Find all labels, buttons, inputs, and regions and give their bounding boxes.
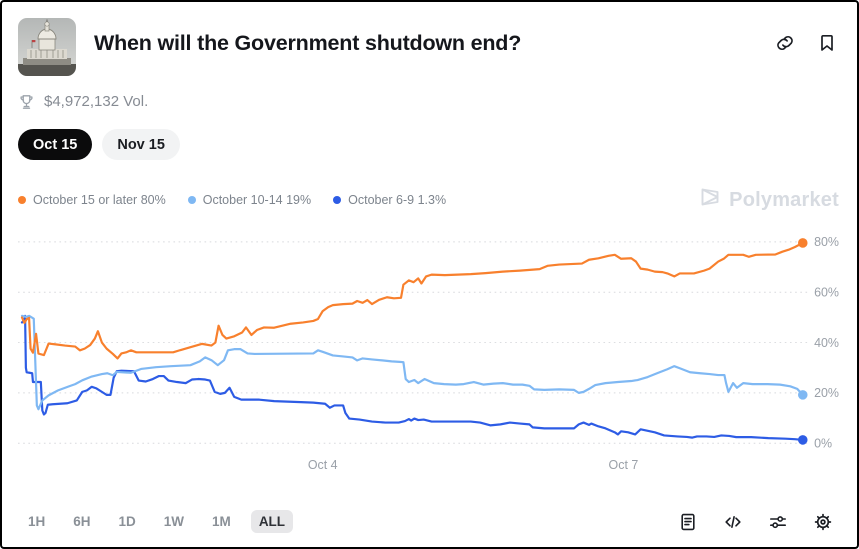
- y-axis-label: 0%: [814, 436, 832, 450]
- legend-dot-october-15-or-later: [18, 196, 26, 204]
- polymarket-wordmark: Polymarket: [729, 188, 839, 211]
- legend-label: October 6-9 1.3%: [348, 193, 447, 207]
- y-axis-label: 60%: [814, 286, 839, 300]
- range-button-1d[interactable]: 1D: [118, 514, 136, 529]
- legend-label: October 10-14 19%: [202, 193, 312, 207]
- settings-gear-icon[interactable]: [813, 512, 833, 532]
- legend-row: October 15 or later 80% October 10-14 19%…: [18, 185, 841, 215]
- market-image: [18, 18, 76, 76]
- price-chart[interactable]: 0% 20% 40% 60% 80% Oct 4 Oct 7: [18, 224, 841, 479]
- legend-item-october-10-14[interactable]: October 10-14 19%: [187, 193, 312, 207]
- embed-code-icon[interactable]: [723, 512, 743, 532]
- document-icon[interactable]: [678, 512, 698, 532]
- series-line-october-6-9: [20, 314, 804, 442]
- series-line-october-15-or-later: [20, 241, 804, 360]
- y-axis-label: 80%: [814, 235, 839, 249]
- range-button-1h[interactable]: 1H: [28, 514, 46, 529]
- volume-row: $4,972,132 Vol.: [18, 93, 841, 110]
- y-axis-label: 40%: [814, 336, 839, 350]
- series-line-october-10-14: [20, 314, 804, 411]
- series-endpoint-october-10-14: [797, 390, 808, 400]
- legend-dot-october-6-9: [333, 196, 342, 204]
- legend-item-october-6-9[interactable]: October 6-9 1.3%: [333, 193, 446, 207]
- tab-oct-15[interactable]: Oct 15: [18, 129, 93, 160]
- volume-text: $4,972,132 Vol.: [44, 93, 149, 110]
- chart-toolbar: 1H 6H 1D 1W 1M ALL: [18, 510, 841, 537]
- x-axis-label: Oct 7: [609, 458, 639, 472]
- legend-item-october-15-or-later[interactable]: October 15 or later 80%: [18, 193, 166, 207]
- chart-svg: 0% 20% 40% 60% 80% Oct 4 Oct 7: [18, 235, 839, 472]
- y-axis-label: 20%: [814, 386, 839, 400]
- x-axis-label: Oct 4: [308, 458, 338, 472]
- trophy-icon: [18, 93, 35, 110]
- range-button-1w[interactable]: 1W: [163, 514, 185, 529]
- header: When will the Government shutdown end?: [18, 18, 841, 76]
- range-button-all[interactable]: ALL: [250, 510, 294, 533]
- sliders-icon[interactable]: [768, 512, 788, 532]
- tab-nov-15[interactable]: Nov 15: [102, 129, 180, 160]
- polymarket-logo-icon: [698, 185, 722, 215]
- page-title: When will the Government shutdown end?: [94, 31, 522, 55]
- outcome-tabs: Oct 15 Nov 15: [18, 129, 841, 160]
- legend-dot-october-10-14: [187, 196, 196, 204]
- time-range-buttons: 1H 6H 1D 1W 1M ALL: [20, 510, 294, 533]
- copy-link-icon[interactable]: [775, 33, 795, 53]
- series-endpoint-october-6-9: [797, 435, 808, 445]
- chart-legend: October 15 or later 80% October 10-14 19%…: [18, 193, 446, 207]
- series-endpoint-october-15-or-later: [797, 238, 808, 248]
- range-button-1m[interactable]: 1M: [212, 514, 231, 529]
- legend-label: October 15 or later 80%: [33, 193, 166, 207]
- bookmark-icon[interactable]: [817, 33, 837, 53]
- range-button-6h[interactable]: 6H: [73, 514, 91, 529]
- polymarket-watermark: Polymarket: [698, 185, 839, 215]
